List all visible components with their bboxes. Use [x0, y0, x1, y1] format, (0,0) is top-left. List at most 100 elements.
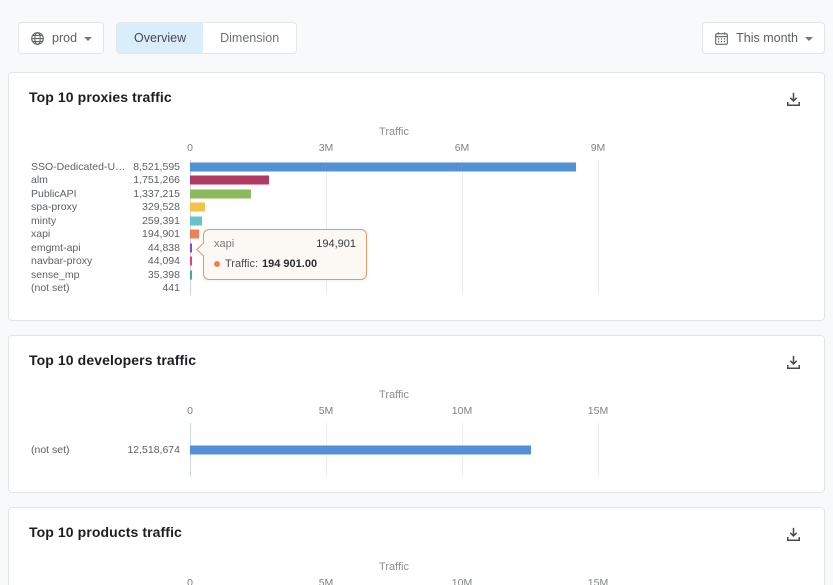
row-label: alm [31, 174, 48, 187]
bar[interactable] [190, 445, 531, 454]
gridline [461, 160, 463, 295]
card-title: Top 10 products traffic [29, 524, 182, 540]
x-tick-label: 5M [318, 577, 334, 585]
row-label: spa-proxy [31, 201, 78, 214]
tab-overview[interactable]: Overview [117, 23, 204, 53]
download-button[interactable] [783, 89, 804, 111]
bar-track [190, 228, 598, 242]
date-range-label: This month [736, 31, 798, 45]
bar-rows: SSO-Dedicated-U… 8,521,595 alm 1,751,266 Pub… [29, 160, 804, 295]
bar-track [190, 241, 598, 255]
bar[interactable] [190, 229, 199, 239]
row-label: SSO-Dedicated-U… [31, 160, 125, 173]
bar-rows: (not set) 12,518,674 [29, 423, 804, 476]
row-label: minty [31, 214, 57, 227]
gridline [325, 160, 327, 295]
row-label: emgmt-api [31, 241, 81, 254]
bar[interactable] [190, 202, 205, 212]
card-header: Top 10 developers traffic [29, 352, 804, 372]
card-title: Top 10 developers traffic [29, 352, 197, 368]
bar-track [190, 423, 598, 476]
tooltip-metric-label: Traffic: [225, 258, 259, 270]
x-tick-label: 6M [454, 142, 470, 154]
x-tick-label: 3M [318, 142, 334, 154]
chart-row: (not set) 12,518,674 [29, 423, 804, 476]
bar[interactable] [190, 256, 192, 266]
x-tick-label: 0 [187, 577, 193, 585]
gridline [598, 423, 599, 476]
x-tick-label: 15M [587, 405, 609, 417]
row-value: 12,518,674 [127, 443, 180, 456]
x-tick-label: 5M [318, 405, 334, 417]
row-value: 8,521,595 [133, 160, 180, 173]
chevron-down-icon [805, 36, 813, 41]
tooltip-series-value: 194,901 [316, 238, 356, 250]
bar-track [190, 160, 598, 174]
row-label: sense_mp [31, 268, 80, 281]
plot-area: SSO-Dedicated-U… 8,521,595 alm 1,751,266 Pub… [29, 160, 804, 295]
date-range-selector[interactable]: This month [702, 22, 825, 54]
row-label: (not set) [31, 443, 70, 456]
chart-row: PublicAPI 1,337,215 [29, 187, 804, 201]
top-10-proxies-traffic-chart: xapi 194,901 Traffic: 194 901.00 Traffic… [29, 125, 804, 295]
top-10-products-traffic-chart: Traffic 0 5M 10M 15M [29, 560, 804, 585]
card-top-10-products-traffic: Top 10 products traffic Traffic 0 5M 10M 15M [8, 507, 825, 585]
environment-label: prod [52, 31, 78, 45]
gridline [190, 160, 191, 295]
bar[interactable] [190, 162, 577, 172]
dashboard-content: Top 10 proxies traffic xapi 194,901 Traf… [0, 72, 833, 585]
calendar-icon [714, 31, 729, 46]
download-icon [787, 355, 800, 369]
tooltip-bullet-icon [214, 261, 220, 267]
tab-dimension[interactable]: Dimension [203, 23, 297, 53]
chart-row: xapi 194,901 [29, 228, 804, 242]
row-value: 1,751,266 [133, 174, 180, 187]
topbar-left: prod Overview Dimension [18, 22, 298, 54]
bar[interactable] [190, 216, 202, 226]
x-tick-label: 0 [187, 405, 193, 417]
globe-icon [30, 31, 45, 46]
bar-track [190, 201, 598, 215]
tooltip-series-name: xapi [214, 238, 235, 250]
download-button[interactable] [783, 352, 804, 374]
chart-tooltip: xapi 194,901 Traffic: 194 901.00 [196, 229, 367, 280]
x-tick-label: 10M [451, 405, 473, 417]
card-top-10-proxies-traffic: Top 10 proxies traffic xapi 194,901 Traf… [8, 72, 825, 321]
bar[interactable] [190, 175, 270, 185]
download-icon [787, 527, 800, 541]
environment-selector[interactable]: prod [18, 22, 105, 54]
row-value: 194,901 [142, 228, 180, 241]
x-tick-label: 10M [451, 577, 473, 585]
row-label: (not set) [31, 282, 70, 295]
row-value: 35,398 [147, 268, 180, 281]
tooltip-metric-row: Traffic: 194 901.00 [214, 258, 356, 270]
row-value: 329,528 [142, 201, 180, 214]
view-tabs: Overview Dimension [116, 22, 298, 54]
download-icon [787, 92, 800, 106]
row-value: 44,094 [147, 255, 180, 268]
download-button[interactable] [783, 524, 804, 546]
chart-row: minty 259,391 [29, 214, 804, 228]
row-label: xapi [31, 228, 51, 241]
bar-track [190, 174, 598, 188]
card-title: Top 10 proxies traffic [29, 89, 172, 105]
bar-track [190, 282, 598, 296]
bar-track [190, 255, 598, 269]
bar[interactable] [190, 243, 193, 253]
x-axis-title: Traffic [379, 126, 409, 138]
chart-row: (not set) 441 [29, 282, 804, 296]
x-axis-ticks: 0 5M 10M 15M [187, 405, 608, 418]
bar[interactable] [190, 189, 251, 199]
gridlines [190, 160, 599, 295]
row-label: navbar-proxy [31, 255, 93, 268]
row-value: 441 [162, 282, 180, 295]
bar-track [190, 268, 598, 282]
gridline [598, 160, 599, 295]
chart-row: spa-proxy 329,528 [29, 201, 804, 215]
card-header: Top 10 proxies traffic [29, 89, 804, 109]
row-label: PublicAPI [31, 187, 77, 200]
bar[interactable] [190, 270, 192, 280]
chart-row: emgmt-api 44,838 [29, 241, 804, 255]
chart-row: sense_mp 35,398 [29, 268, 804, 282]
chart-row: SSO-Dedicated-U… 8,521,595 [29, 160, 804, 174]
